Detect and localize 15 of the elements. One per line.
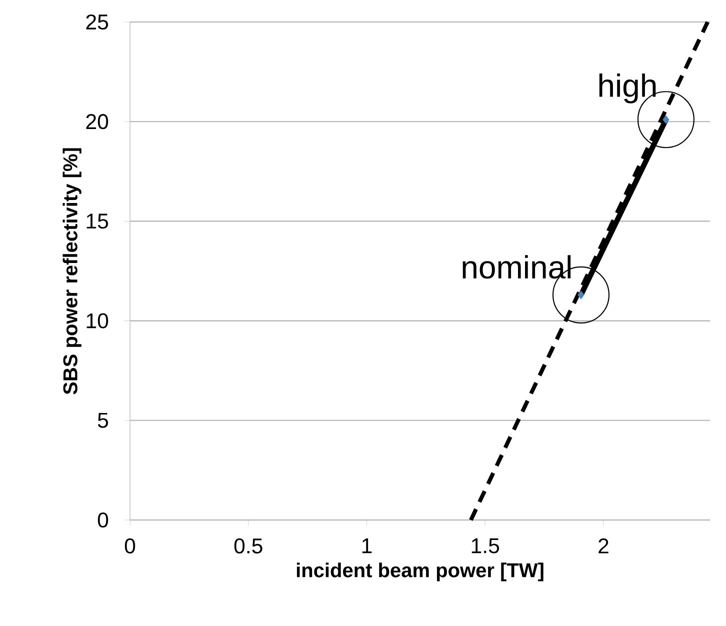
x-tick-label: 0.5 (234, 538, 262, 554)
x-tick-label: 2 (598, 538, 608, 554)
annotation: high (599, 74, 656, 104)
y-tick-label: 20 (86, 114, 108, 130)
x-tick-label: 1.5 (472, 538, 500, 554)
y-tick-label: 10 (86, 313, 108, 328)
x-tick-label: 1 (362, 538, 372, 554)
x-tick-label: 0 (124, 538, 136, 554)
y-tick-label: 15 (86, 214, 108, 229)
annotation: nominal (462, 255, 571, 279)
y-axis-title: SBS power reflectivity [%] (62, 148, 82, 394)
y-tick-label: 5 (98, 412, 108, 428)
y-tick-label: 25 (86, 14, 108, 30)
x-axis-title: incident beam power [TW] (296, 562, 544, 582)
y-tick-label: 0 (98, 512, 108, 528)
